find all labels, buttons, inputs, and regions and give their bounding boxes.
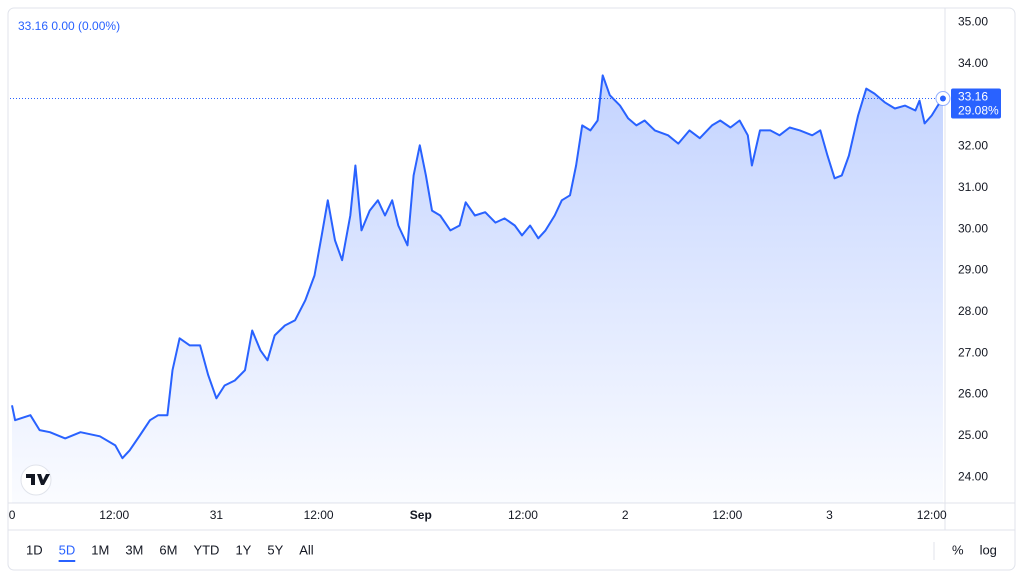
- area-fill: [12, 75, 943, 503]
- last-point-dot: [939, 95, 946, 102]
- y-tick-label: 32.00: [958, 139, 988, 153]
- x-tick-label: 2: [622, 508, 629, 522]
- range-button[interactable]: 5Y: [267, 542, 283, 557]
- y-tick-label: 29.00: [958, 263, 988, 277]
- range-button[interactable]: 6M: [159, 542, 177, 557]
- y-tick-label: 28.00: [958, 304, 988, 318]
- price-label-box: [951, 88, 1001, 119]
- range-button[interactable]: 1Y: [235, 542, 251, 557]
- plot: [10, 74, 945, 503]
- x-tick-label: 31: [210, 508, 224, 522]
- price-line: [11, 74, 944, 460]
- range-button[interactable]: 3M: [125, 542, 143, 557]
- x-tick-label: 12:00: [304, 508, 334, 522]
- range-button[interactable]: 1M: [91, 542, 109, 557]
- y-tick-label: 31.00: [958, 180, 988, 194]
- price-label: 33.16: [958, 90, 988, 104]
- y-tick-label: 35.00: [958, 15, 988, 29]
- scale-button[interactable]: log: [980, 542, 997, 557]
- x-tick-label: 0: [9, 508, 16, 522]
- y-tick-label: 25.00: [958, 428, 988, 442]
- range-button[interactable]: 5D: [59, 542, 76, 557]
- legend-text: 33.16 0.00 (0.00%): [18, 19, 120, 33]
- range-button[interactable]: YTD: [193, 542, 219, 557]
- x-tick-label: Sep: [410, 508, 432, 522]
- y-tick-label: 34.00: [958, 56, 988, 70]
- y-tick-label: 27.00: [958, 345, 988, 359]
- x-tick-label: 12:00: [99, 508, 129, 522]
- y-tick-label: 24.00: [958, 469, 988, 483]
- y-tick-label: 26.00: [958, 387, 988, 401]
- logo: [20, 464, 52, 496]
- x-tick-label: 12:00: [712, 508, 742, 522]
- range-button[interactable]: 1D: [26, 542, 43, 557]
- price-label: 29.08%: [958, 104, 999, 118]
- x-tick-label: 3: [826, 508, 833, 522]
- range-button[interactable]: All: [299, 542, 314, 557]
- x-tick-label: 12:00: [917, 508, 947, 522]
- x-tick-label: 12:00: [508, 508, 538, 522]
- scale-button[interactable]: %: [952, 542, 964, 557]
- y-tick-label: 30.00: [958, 221, 988, 235]
